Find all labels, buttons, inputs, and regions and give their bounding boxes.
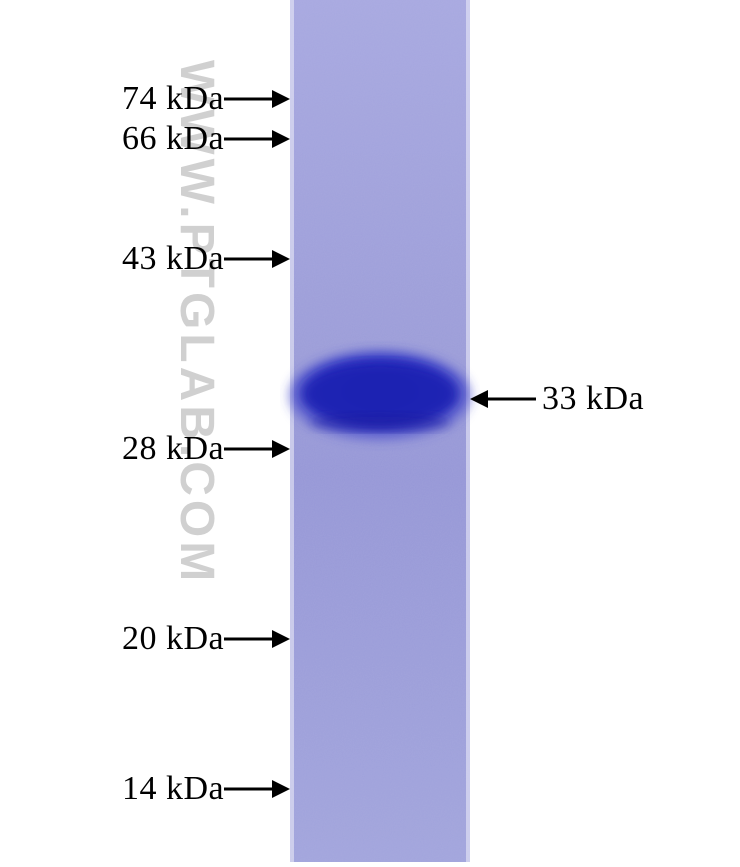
arrow-right-icon [224,438,290,460]
ladder-marker: 20 kDa [122,620,290,658]
protein-band [280,338,480,463]
arrow-right-icon [224,248,290,270]
ladder-label: 43 kDa [122,240,224,278]
sample-band-marker: 33 kDa [470,380,644,418]
ladder-marker: 28 kDa [122,430,290,468]
gel-canvas: WWW.PTGLAB.COM 74 kDa66 kDa43 kDa28 kDa2… [0,0,740,862]
ladder-label: 66 kDa [122,120,224,158]
ladder-marker: 43 kDa [122,240,290,278]
ladder-marker: 66 kDa [122,120,290,158]
arrow-right-icon [224,128,290,150]
ladder-label: 28 kDa [122,430,224,468]
arrow-right-icon [224,88,290,110]
protein-band-svg [280,338,480,458]
ladder-label: 20 kDa [122,620,224,658]
arrow-right-icon [224,778,290,800]
arrow-right-icon [224,628,290,650]
sample-band-label: 33 kDa [542,380,644,418]
ladder-label: 14 kDa [122,770,224,808]
ladder-marker: 74 kDa [122,80,290,118]
arrow-left-icon [470,388,536,410]
ladder-label: 74 kDa [122,80,224,118]
ladder-marker: 14 kDa [122,770,290,808]
